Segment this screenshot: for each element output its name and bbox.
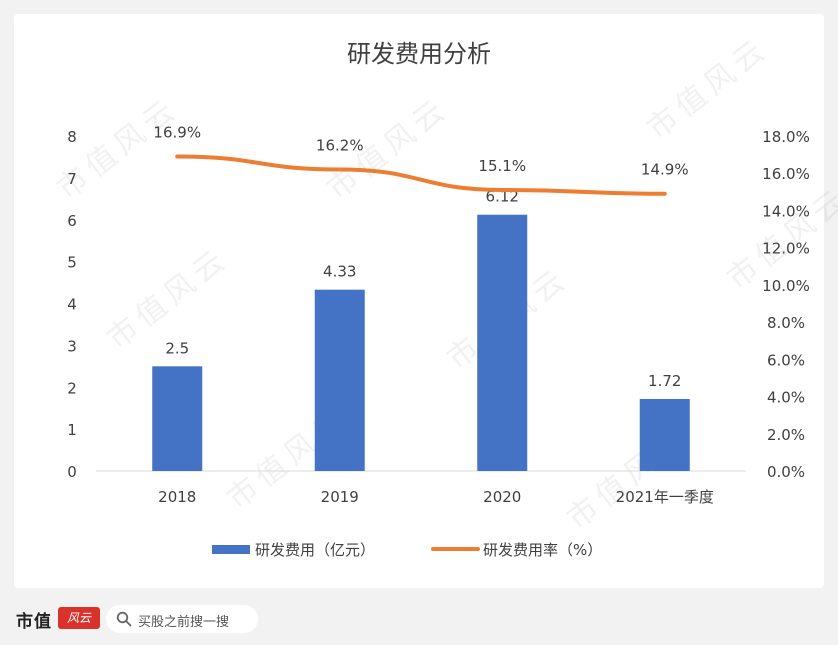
- brand-logo[interactable]: 市值: [16, 612, 52, 632]
- bar: [477, 214, 528, 471]
- line-series: [175, 154, 667, 196]
- x-tick-label: 2019: [321, 488, 359, 506]
- y-left-tick-label: 8: [67, 128, 77, 146]
- chart-title: 研发费用分析: [347, 40, 491, 68]
- x-tick-label: 2020: [483, 488, 521, 506]
- bar: [314, 289, 365, 471]
- bar: [152, 366, 203, 471]
- line-data-label: 14.9%: [641, 161, 689, 179]
- legend-label-bar: 研发费用（亿元）: [255, 541, 375, 559]
- y-right-tick-label: 16.0%: [762, 165, 810, 183]
- bar-data-label: 6.12: [486, 188, 519, 206]
- y-left-tick-label: 3: [67, 337, 77, 355]
- y-left-tick-label: 2: [67, 379, 77, 397]
- y-left-tick-label: 4: [67, 296, 77, 314]
- y-right-tick-label: 6.0%: [767, 351, 805, 369]
- y-right-tick-label: 8.0%: [767, 314, 805, 332]
- y-right-tick-label: 4.0%: [767, 389, 805, 407]
- y-left-tick-label: 1: [67, 421, 77, 439]
- y-right-tick-label: 14.0%: [762, 202, 810, 220]
- chart-svg: 研发费用分析 0 1 2 3 4 5 6 7 8 0.0% 2.0% 4.0% 6.0% 8.0% 10.0%…: [67, 40, 810, 559]
- line-data-label: 16.2%: [316, 137, 364, 155]
- x-tick-label: 2021年一季度: [616, 488, 714, 506]
- y-right-tick-label: 0.0%: [767, 463, 805, 481]
- line-data-label: 16.9%: [153, 123, 201, 141]
- bar-data-label: 2.5: [165, 339, 189, 357]
- legend-swatch-bar: [212, 545, 250, 554]
- legend-label-line: 研发费用率（%）: [483, 541, 602, 559]
- search-icon: [116, 611, 132, 627]
- bar: [639, 398, 690, 471]
- bar-data-label: 4.33: [323, 263, 356, 281]
- footer-bar: 市值 风云 买股之前搜一搜: [0, 588, 838, 645]
- search-placeholder: 买股之前搜一搜: [138, 615, 230, 630]
- y-right-tick-label: 10.0%: [762, 277, 810, 295]
- y-left-tick-label: 0: [67, 463, 77, 481]
- y-right-tick-label: 18.0%: [762, 128, 810, 146]
- brand-badge: 风云: [58, 607, 100, 629]
- y-left-tick-label: 7: [67, 170, 77, 188]
- search-box[interactable]: 买股之前搜一搜: [106, 605, 258, 633]
- bar-data-label: 1.72: [648, 372, 681, 390]
- y-left-tick-label: 6: [67, 212, 77, 230]
- y-right-tick-label: 12.0%: [762, 240, 810, 258]
- x-tick-label: 2018: [158, 488, 196, 506]
- y-left-tick-label: 5: [67, 254, 77, 272]
- line-data-label: 15.1%: [478, 157, 526, 175]
- y-right-tick-label: 2.0%: [767, 426, 805, 444]
- chart-card: 市值风云 市值风云 市值风云 市值风云 市值风云 市值风云 市值风云 市值风云: [14, 14, 838, 588]
